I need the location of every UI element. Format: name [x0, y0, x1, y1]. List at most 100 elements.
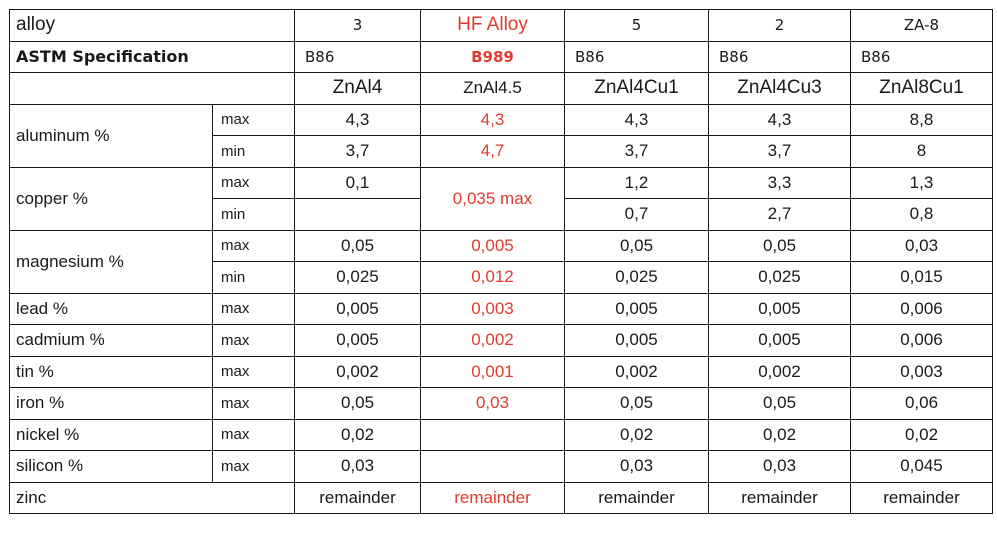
- header-row-designation: ZnAl4 ZnAl4.5 ZnAl4Cu1 ZnAl4Cu3 ZnAl8Cu1: [9, 72, 993, 105]
- table-cell-hf: [420, 418, 565, 451]
- element-label-cadmium: cadmium %: [9, 324, 213, 357]
- table-cell: 0,025: [294, 261, 421, 294]
- table-cell: 0,005: [564, 292, 709, 325]
- table-cell-hf: 4,3: [420, 103, 565, 136]
- table-row-nickel: nickel % max 0,02 0,02 0,02 0,02: [9, 418, 993, 451]
- designation-3: ZnAl4: [294, 72, 421, 105]
- table-cell: 0,002: [294, 355, 421, 388]
- qualifier-max: max: [212, 324, 295, 357]
- table-cell: 0,03: [708, 450, 851, 483]
- element-label-copper: copper %: [9, 166, 213, 231]
- table-cell: 0,002: [564, 355, 709, 388]
- table-row-aluminum-min: min 3,7 4,7 3,7 3,7 8: [10, 135, 993, 168]
- designation-label-empty: [9, 72, 295, 105]
- table-row-iron: iron % max 0,05 0,03 0,05 0,05 0,06: [9, 387, 993, 420]
- table-cell: 4,3: [294, 103, 421, 136]
- alloy-composition-table-container: alloy 3 HF Alloy 5 2 ZA-8 ASTM Specifica…: [9, 9, 993, 514]
- designation-za8: ZnAl8Cu1: [850, 72, 993, 105]
- table-cell: 0,03: [564, 450, 709, 483]
- qualifier-max: max: [212, 355, 295, 388]
- table-cell-hf: 0,035 max: [420, 166, 565, 231]
- alloy-name-hf: HF Alloy: [420, 9, 565, 42]
- table-cell: 8,8: [850, 103, 993, 136]
- table-cell: 0,005: [708, 324, 851, 357]
- element-label-iron: iron %: [9, 387, 213, 420]
- astm-za8: B86: [850, 40, 993, 73]
- astm-5: B86: [564, 40, 709, 73]
- table-cell: 0,05: [708, 387, 851, 420]
- table-cell: 0,03: [294, 450, 421, 483]
- table-cell: 0,005: [708, 292, 851, 325]
- alloy-name-za8: ZA-8: [850, 9, 993, 42]
- qualifier-max: max: [212, 418, 295, 451]
- alloy-label: alloy: [9, 9, 295, 42]
- table-cell-hf: 0,002: [420, 324, 565, 357]
- table-cell: 0,03: [850, 229, 993, 262]
- qualifier-min: min: [212, 198, 295, 231]
- table-cell: 0,7: [564, 198, 709, 231]
- table-cell: 0,05: [564, 229, 709, 262]
- table-cell-hf: 0,005: [420, 229, 565, 262]
- qualifier-min: min: [212, 261, 295, 294]
- astm-2: B86: [708, 40, 851, 73]
- table-cell: 3,7: [708, 135, 851, 168]
- table-cell: 0,006: [850, 292, 993, 325]
- table-cell: 0,002: [708, 355, 851, 388]
- table-cell-hf: remainder: [420, 481, 565, 514]
- element-label-magnesium: magnesium %: [9, 229, 213, 294]
- table-row-tin: tin % max 0,002 0,001 0,002 0,002 0,003: [9, 355, 993, 388]
- qualifier-min: min: [212, 135, 295, 168]
- table-cell: 4,3: [708, 103, 851, 136]
- table-cell: 0,02: [708, 418, 851, 451]
- table-cell-hf: [420, 450, 565, 483]
- table-row-magnesium-min: min 0,025 0,012 0,025 0,025 0,015: [10, 261, 993, 294]
- astm-label: ASTM Specification: [9, 40, 295, 73]
- table-row-copper-min: min 0,7 2,7 0,8: [10, 198, 993, 231]
- table-cell: 2,7: [708, 198, 851, 231]
- table-cell: 0,1: [294, 166, 421, 199]
- table-cell-hf: 0,03: [420, 387, 565, 420]
- table-cell: remainder: [564, 481, 709, 514]
- qualifier-max: max: [212, 292, 295, 325]
- table-cell: 0,05: [708, 229, 851, 262]
- table-cell: 0,8: [850, 198, 993, 231]
- table-cell: [294, 198, 421, 231]
- table-cell: 0,02: [850, 418, 993, 451]
- header-row-astm: ASTM Specification B86 B989 B86 B86 B86: [9, 40, 993, 73]
- alloy-name-5: 5: [564, 9, 709, 42]
- designation-2: ZnAl4Cu3: [708, 72, 851, 105]
- table-row-cadmium: cadmium % max 0,005 0,002 0,005 0,005 0,…: [9, 324, 993, 357]
- alloy-name-2: 2: [708, 9, 851, 42]
- table-cell: 3,7: [294, 135, 421, 168]
- designation-hf: ZnAl4.5: [420, 72, 565, 105]
- alloy-name-3: 3: [294, 9, 421, 42]
- astm-3: B86: [294, 40, 421, 73]
- qualifier-max: max: [212, 229, 295, 262]
- table-cell: 8: [850, 135, 993, 168]
- element-label-aluminum: aluminum %: [9, 103, 213, 168]
- table-cell: 0,05: [564, 387, 709, 420]
- table-cell: 0,06: [850, 387, 993, 420]
- table-cell: 0,005: [564, 324, 709, 357]
- element-label-silicon: silicon %: [9, 450, 213, 483]
- table-cell: 0,005: [294, 292, 421, 325]
- alloy-composition-table: alloy 3 HF Alloy 5 2 ZA-8 ASTM Specifica…: [9, 9, 993, 514]
- table-cell: remainder: [850, 481, 993, 514]
- qualifier-max: max: [212, 387, 295, 420]
- table-row-copper-max: copper % max 0,1 0,035 max 1,2 3,3 1,3: [9, 166, 993, 231]
- table-cell-hf: 0,003: [420, 292, 565, 325]
- table-cell-hf: 4,7: [420, 135, 565, 168]
- table-row-zinc: zinc remainder remainder remainder remai…: [9, 481, 993, 514]
- designation-5: ZnAl4Cu1: [564, 72, 709, 105]
- table-cell: 0,05: [294, 387, 421, 420]
- table-cell: 0,025: [564, 261, 709, 294]
- header-row-alloy: alloy 3 HF Alloy 5 2 ZA-8: [9, 9, 993, 42]
- table-cell: 0,015: [850, 261, 993, 294]
- table-cell: 1,3: [850, 166, 993, 199]
- qualifier-max: max: [212, 450, 295, 483]
- table-cell: 0,025: [708, 261, 851, 294]
- element-label-lead: lead %: [9, 292, 213, 325]
- qualifier-max: max: [212, 166, 295, 199]
- table-cell-hf: 0,001: [420, 355, 565, 388]
- table-cell: 3,3: [708, 166, 851, 199]
